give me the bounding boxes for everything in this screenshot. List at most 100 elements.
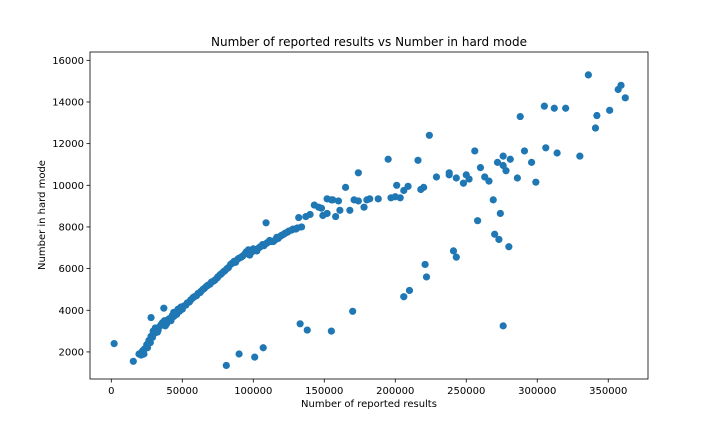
data-point <box>493 158 502 166</box>
plot-frame <box>89 51 649 380</box>
data-point <box>576 152 584 160</box>
y-tick-label: 4000 <box>59 306 84 317</box>
y-tick-label: 16000 <box>52 56 84 67</box>
data-point <box>384 155 392 163</box>
data-point <box>593 111 601 120</box>
y-axis: 2000 4000 6000 8000 10000 12000 14000 16000 <box>52 56 90 358</box>
data-point <box>161 322 169 330</box>
data-point <box>527 158 536 166</box>
data-point <box>292 225 300 233</box>
data-point <box>553 149 561 157</box>
data-point <box>432 173 441 181</box>
data-point <box>222 361 230 370</box>
data-point <box>235 350 243 358</box>
data-point <box>516 112 524 121</box>
x-tick-label: 350000 <box>589 386 627 397</box>
data-point <box>176 305 184 313</box>
data-point <box>452 174 460 182</box>
data-point <box>471 147 479 155</box>
data-point <box>485 177 493 185</box>
data-point <box>349 307 357 315</box>
data-point <box>476 163 485 172</box>
data-point <box>562 104 570 112</box>
data-point <box>499 152 507 160</box>
data-point <box>262 219 270 227</box>
chart-title: Number of reported results vs Number in … <box>211 35 527 49</box>
y-tick-label: 2000 <box>59 347 84 358</box>
data-point <box>332 212 340 221</box>
data-point <box>550 104 558 112</box>
x-tick-label: 50000 <box>166 386 198 397</box>
data-point <box>259 344 267 352</box>
data-point <box>400 293 408 301</box>
data-point <box>495 235 503 244</box>
data-point <box>129 357 137 365</box>
data-point <box>317 204 326 212</box>
data-point <box>540 102 548 110</box>
data-point <box>393 181 401 189</box>
x-tick-label: 200000 <box>376 386 414 397</box>
data-point <box>591 124 600 132</box>
data-point <box>474 217 482 225</box>
data-point <box>505 243 513 251</box>
x-axis-label: Number of reported results <box>301 399 437 410</box>
x-tick-label: 300000 <box>518 386 556 397</box>
y-tick-label: 6000 <box>59 264 84 275</box>
x-tick-label: 250000 <box>447 386 485 397</box>
data-point <box>532 178 540 186</box>
data-point <box>584 71 592 79</box>
data-point <box>374 195 382 203</box>
data-point <box>496 209 504 218</box>
data-point <box>297 223 306 231</box>
data-point <box>354 169 362 177</box>
y-tick-label: 14000 <box>52 97 84 108</box>
data-point <box>303 326 311 334</box>
data-point <box>452 253 460 261</box>
data-point <box>336 206 344 214</box>
data-point <box>251 353 259 361</box>
data-point <box>147 313 155 322</box>
data-point <box>621 94 629 102</box>
data-point <box>334 197 343 205</box>
data-point <box>341 183 350 191</box>
data-point <box>445 169 453 177</box>
data-point <box>513 174 521 182</box>
data-point <box>153 328 162 336</box>
data-point <box>140 350 148 358</box>
data-point <box>491 230 499 238</box>
data-point <box>417 185 425 194</box>
data-point <box>499 322 507 330</box>
y-tick-label: 10000 <box>52 181 84 192</box>
data-point <box>506 155 514 163</box>
data-point <box>295 213 303 222</box>
data-point <box>421 260 429 269</box>
data-point <box>346 206 354 214</box>
data-point <box>422 273 431 281</box>
data-point <box>462 171 470 179</box>
data-point <box>542 144 550 152</box>
data-point <box>360 203 368 211</box>
y-axis-label: Number in hard mode <box>37 160 48 270</box>
data-point <box>160 304 168 312</box>
data-point <box>520 147 529 155</box>
data-point <box>414 156 422 164</box>
data-point <box>323 195 331 203</box>
data-point <box>354 197 362 205</box>
data-point <box>405 286 414 295</box>
data-point <box>329 196 337 204</box>
data-point <box>391 193 399 201</box>
data-points <box>110 71 629 370</box>
data-point <box>323 209 331 218</box>
data-point <box>425 131 433 139</box>
data-point <box>170 308 178 316</box>
data-point <box>110 339 118 348</box>
x-tick-label: 100000 <box>234 386 272 397</box>
data-point <box>296 320 304 328</box>
data-point <box>449 247 458 255</box>
y-tick-label: 12000 <box>52 139 84 150</box>
x-tick-label: 150000 <box>305 386 343 397</box>
y-tick-label: 8000 <box>59 222 84 233</box>
data-point <box>404 182 412 190</box>
x-axis: 0 50000 100000 150000 200000 250000 300000 3500… <box>108 379 627 397</box>
